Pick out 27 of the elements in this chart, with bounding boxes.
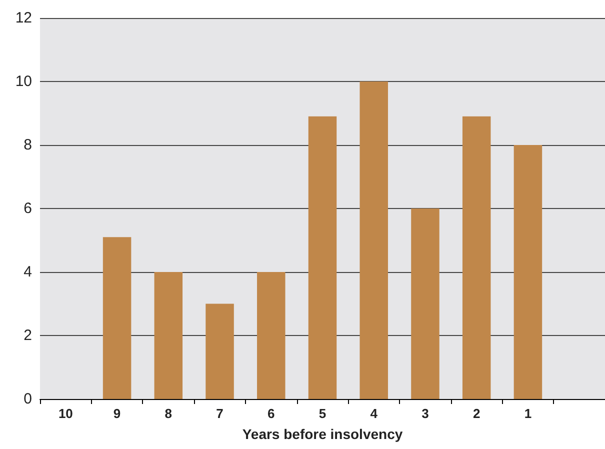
y-tick-label: 2 [24, 327, 32, 344]
bar [411, 208, 440, 399]
x-tick-label: 5 [318, 406, 326, 421]
bar [102, 237, 132, 399]
bar [154, 272, 183, 399]
bar [257, 272, 286, 399]
bar [308, 116, 337, 399]
bar [360, 82, 388, 399]
y-tick-label: 10 [15, 73, 32, 90]
bar [206, 304, 234, 399]
x-tick-label: 2 [472, 406, 480, 421]
x-tick-label: 7 [216, 406, 224, 421]
bar [514, 145, 542, 399]
x-axis-title: Years before insolvency [242, 426, 403, 442]
y-tick-label: 4 [24, 264, 32, 280]
y-tick-label: 12 [15, 10, 32, 26]
x-tick-label: 8 [164, 406, 172, 421]
x-tick-label: 10 [58, 406, 73, 421]
y-tick-label: 6 [24, 200, 32, 217]
y-tick-label: 0 [24, 390, 32, 408]
x-tick-label: 1 [524, 406, 532, 421]
x-tick-label: 3 [422, 406, 429, 421]
x-tick-label: 6 [268, 406, 275, 421]
x-tick-label: 4 [370, 406, 378, 421]
bar [462, 116, 491, 399]
y-tick-label: 8 [24, 136, 32, 154]
x-tick-label: 9 [113, 406, 121, 421]
